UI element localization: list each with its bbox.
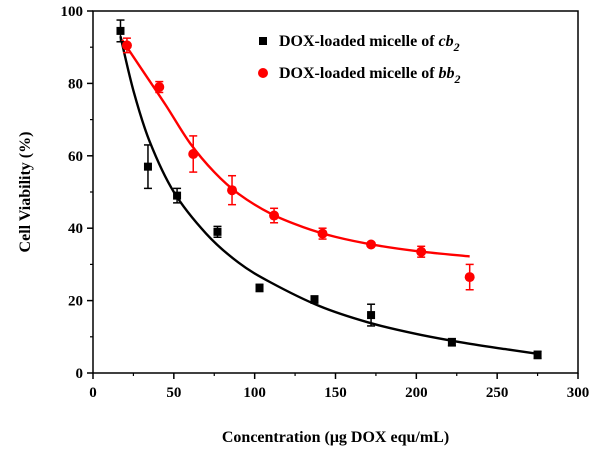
data-point-series-0 (116, 26, 125, 35)
x-tick-label: 0 (89, 385, 97, 401)
fit-curves (119, 36, 538, 355)
data-point-series-0 (533, 350, 542, 359)
x-tick-label: 100 (243, 385, 266, 401)
x-tick-label: 250 (486, 385, 509, 401)
data-point-series-0 (367, 311, 376, 320)
data-point-series-1 (416, 246, 427, 257)
fit-curve-series-1 (121, 39, 470, 258)
legend: DOX-loaded micelle of cb2 DOX-loaded mice… (258, 33, 461, 86)
x-tick-label: 200 (405, 385, 428, 401)
y-tick-label: 40 (68, 221, 83, 237)
legend-label-series-0: DOX-loaded micelle of cb2 (279, 33, 460, 54)
fit-curve-series-0 (119, 36, 538, 355)
y-tick-label: 0 (76, 366, 84, 382)
x-tick-label: 150 (324, 385, 347, 401)
y-tick-label: 80 (68, 76, 83, 92)
legend-marker-series-0 (259, 37, 267, 45)
y-axis-title: Cell Viability (%) (17, 132, 34, 253)
data-point-series-0 (255, 283, 264, 292)
data-point-series-0 (173, 191, 182, 200)
legend-marker-series-1 (258, 68, 268, 78)
data-point-series-0 (143, 162, 152, 171)
data-markers (116, 26, 542, 359)
data-point-series-1 (227, 185, 238, 196)
data-point-series-0 (213, 227, 222, 236)
x-axis: 0 50 100 150 200 250 300 (89, 373, 589, 401)
y-tick-label: 20 (68, 294, 83, 310)
legend-label-series-1: DOX-loaded micelle of bb2 (279, 65, 461, 86)
data-point-series-0 (447, 338, 456, 347)
y-axis: 0 20 40 60 80 100 (61, 4, 93, 382)
data-point-series-1 (188, 148, 199, 159)
y-tick-label: 100 (61, 4, 84, 20)
y-tick-label: 60 (68, 149, 83, 165)
x-tick-label: 50 (166, 385, 181, 401)
data-point-series-1 (154, 82, 165, 93)
data-point-series-1 (121, 40, 132, 51)
data-point-series-1 (317, 228, 328, 239)
data-point-series-1 (269, 210, 280, 221)
data-point-series-1 (464, 272, 475, 283)
data-point-series-1 (366, 239, 377, 250)
data-point-series-0 (310, 295, 319, 304)
x-axis-title: Concentration (μg DOX equ/mL) (222, 429, 449, 446)
x-tick-label: 300 (567, 385, 590, 401)
